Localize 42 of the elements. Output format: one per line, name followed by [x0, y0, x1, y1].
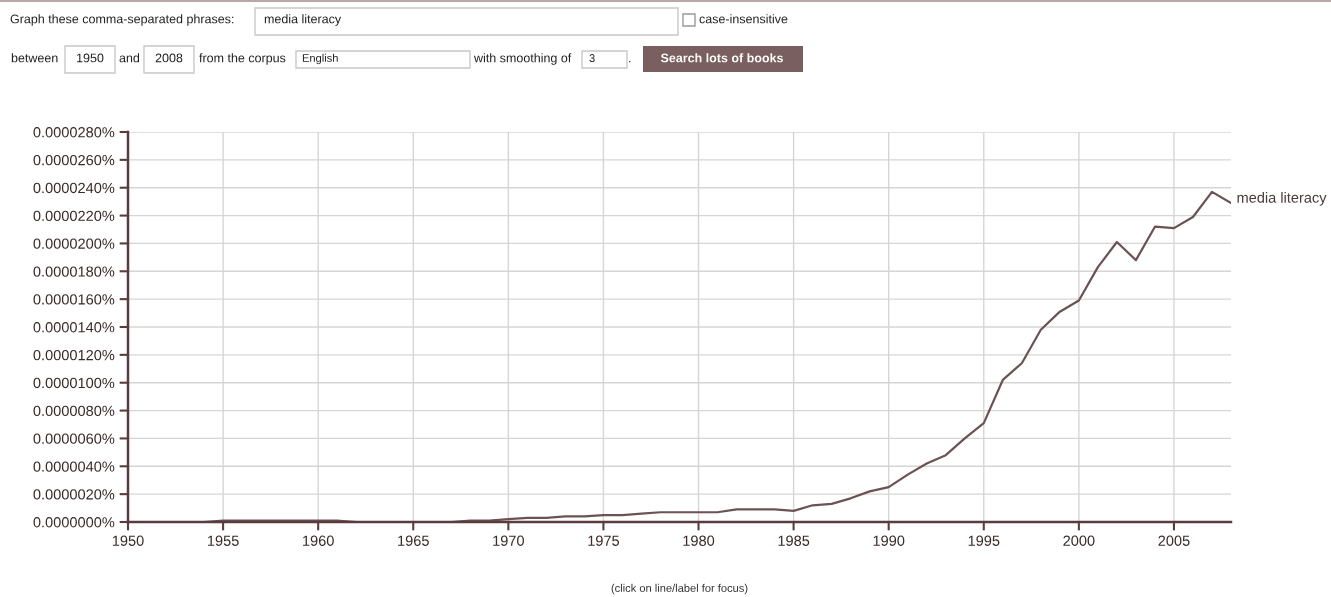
x-tick-label: 1965 — [398, 535, 429, 546]
text: media literacy — [264, 14, 342, 26]
text: with smoothing of — [473, 53, 572, 65]
y-tick-label: 0.0000000% — [33, 517, 115, 528]
y-tick-label: 0.0000220% — [33, 210, 115, 221]
text: English — [302, 53, 338, 65]
text: from the corpus — [199, 53, 286, 65]
text: Search lots of books — [660, 53, 783, 63]
text: and — [119, 53, 140, 63]
x-tick-label: 1975 — [588, 535, 620, 546]
text: 1950 — [77, 53, 104, 63]
text: 2008 — [155, 53, 183, 63]
text: (click on line/label for focus) — [611, 583, 748, 595]
x-tick-label: 1960 — [303, 535, 334, 546]
text: 3 — [589, 54, 595, 62]
y-tick-label: 0.0000120% — [33, 349, 115, 361]
y-tick-label: 0.0000140% — [33, 322, 115, 333]
y-tick-label: 0.0000200% — [33, 238, 115, 249]
x-tick-label: 1995 — [968, 535, 1000, 546]
x-tick-label: 2000 — [1063, 535, 1095, 546]
text: Graph these comma-separated phrases: — [10, 14, 234, 26]
y-tick-label: 0.0000280% — [33, 127, 115, 138]
y-tick-label: 0.0000260% — [33, 154, 115, 166]
text: case-insensitive — [699, 14, 788, 24]
x-tick-label: 1980 — [683, 535, 715, 546]
text: between — [11, 53, 58, 63]
y-tick-label: 0.0000160% — [33, 294, 115, 305]
y-tick-label: 0.0000020% — [33, 489, 115, 500]
x-tick-label: 2005 — [1158, 535, 1190, 546]
x-tick-label: 1985 — [778, 535, 810, 546]
y-tick-label: 0.0000180% — [33, 266, 115, 277]
y-tick-label: 0.0000240% — [33, 182, 115, 194]
x-tick-label: 1955 — [207, 535, 239, 546]
y-tick-label: 0.0000080% — [33, 405, 115, 416]
y-tick-label: 0.0000060% — [33, 433, 115, 444]
text: . — [629, 60, 631, 63]
y-tick-label: 0.0000040% — [33, 461, 115, 472]
x-tick-label: 1970 — [493, 535, 524, 546]
x-tick-label: 1990 — [873, 535, 905, 546]
y-tick-label: 0.0000100% — [33, 377, 115, 389]
series-label: media literacy — [1237, 192, 1327, 206]
x-tick-label: 1950 — [112, 535, 144, 546]
